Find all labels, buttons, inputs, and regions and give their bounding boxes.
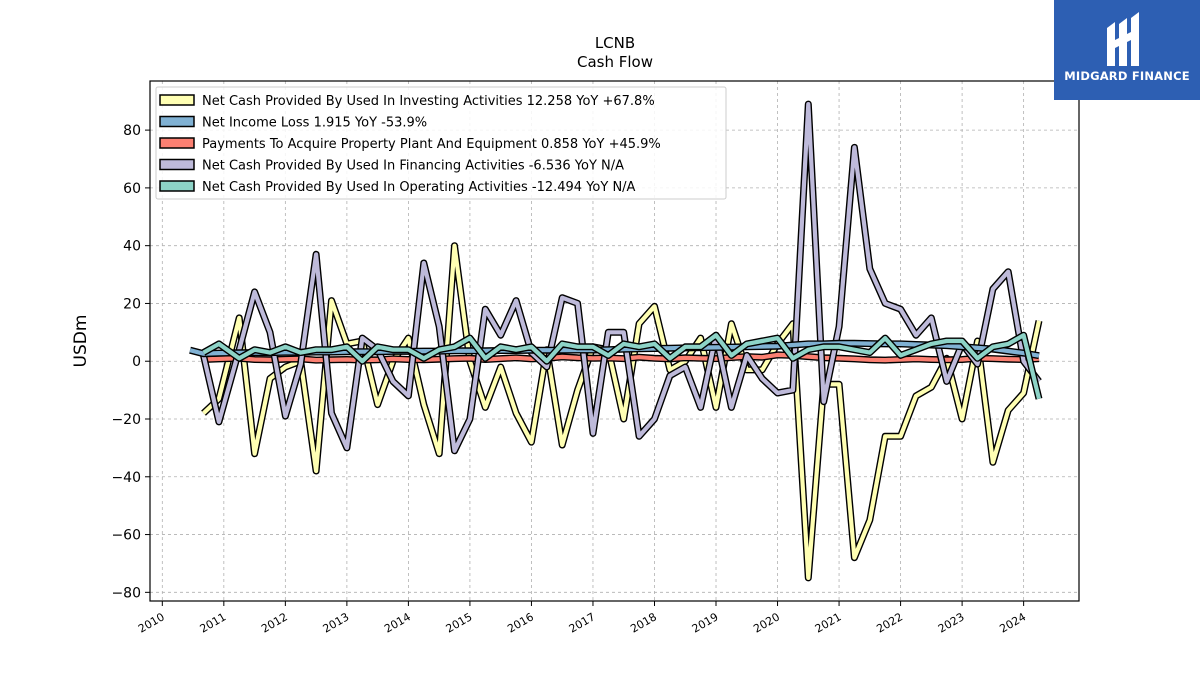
x-tick-label: 2013 [321, 610, 352, 635]
x-tick-label: 2016 [505, 610, 536, 635]
legend-box [155, 86, 727, 200]
legend-swatch [159, 158, 195, 171]
legend: Net Cash Provided By Used In Investing A… [155, 86, 727, 200]
legend-label: Payments To Acquire Property Plant And E… [202, 137, 661, 152]
x-tick-label: 2021 [813, 610, 844, 635]
plot-frame [149, 80, 1080, 602]
x-tick-label: 2017 [567, 610, 598, 635]
x-tick-label: 2024 [997, 610, 1028, 635]
brand-name: MIDGARD FINANCE [1064, 69, 1190, 83]
series-layer [189, 100, 1043, 582]
y-tick-label: 0 [132, 354, 141, 370]
legend-label: Net Income Loss 1.915 YoY -53.9% [202, 116, 427, 131]
y-tick-label: −40 [111, 470, 141, 486]
x-tick-label: 2012 [259, 610, 290, 635]
x-tick-label: 2011 [198, 610, 229, 635]
y-tick-label: −20 [111, 412, 141, 428]
legend-label: Net Cash Provided By Used In Investing A… [202, 94, 655, 109]
x-tick-label: 2018 [628, 610, 659, 635]
chart-title: LCNB [595, 34, 635, 52]
series-line [201, 101, 1041, 453]
x-tick-label: 2014 [382, 610, 413, 635]
legend-swatch [159, 115, 195, 128]
x-tick-label: 2023 [936, 610, 967, 635]
x-tick-label: 2019 [690, 610, 721, 635]
x-tick-label: 2022 [874, 610, 905, 635]
series-line [203, 352, 1040, 363]
legend-swatch [159, 94, 195, 106]
brand-logo: MIDGARD FINANCE [1054, 0, 1200, 100]
y-tick-label: 60 [123, 181, 141, 197]
y-tick-label: 20 [123, 296, 141, 312]
y-axis-label: USDm [71, 315, 91, 368]
x-tick-label: 2020 [751, 610, 782, 635]
y-tick-label: −80 [111, 585, 141, 601]
legend-label: Net Cash Provided By Used In Financing A… [202, 159, 624, 174]
x-tick-label: 2015 [444, 610, 475, 635]
series-line [202, 333, 1042, 400]
midgard-m-icon [1107, 12, 1139, 66]
y-tick-label: 40 [123, 239, 141, 255]
chart-subtitle: Cash Flow [577, 53, 653, 71]
legend-swatch [159, 137, 195, 149]
y-tick-label: 80 [123, 123, 141, 139]
x-tick-label: 2010 [136, 610, 167, 635]
legend-label: Net Cash Provided By Used In Operating A… [202, 180, 636, 195]
legend-swatch [159, 180, 195, 192]
y-tick-label: −60 [111, 528, 141, 544]
